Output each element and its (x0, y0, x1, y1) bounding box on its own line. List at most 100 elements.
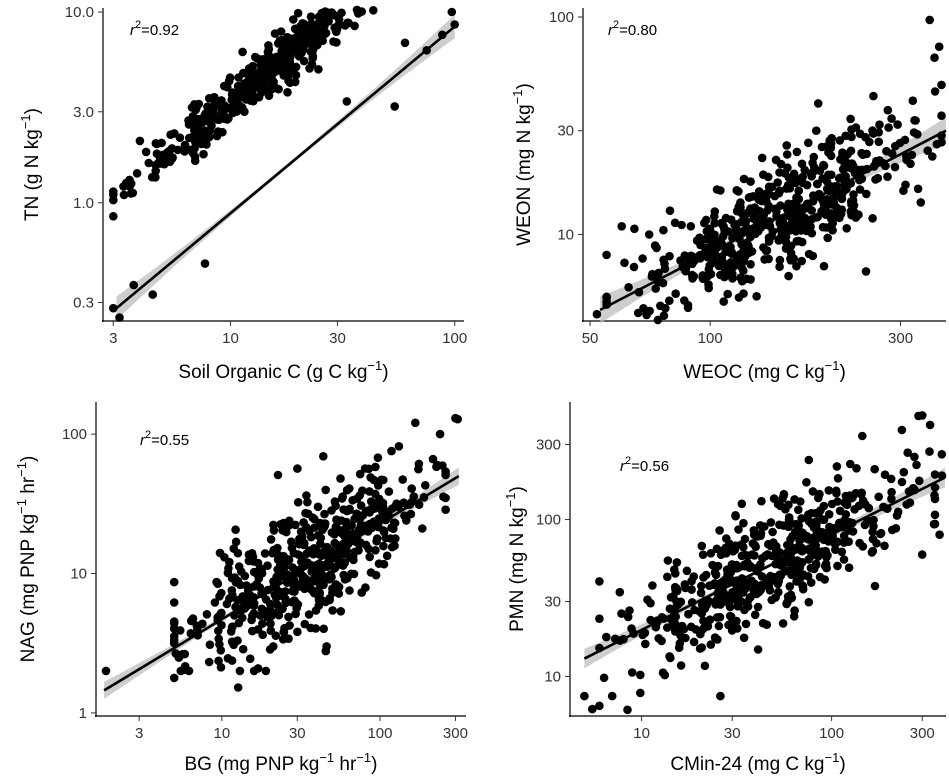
data-point (599, 673, 609, 683)
data-point (204, 106, 214, 115)
data-point (697, 600, 707, 610)
x-axis-title: WEOC (mg C kg−1) (683, 358, 846, 383)
data-point (313, 502, 323, 512)
data-point (307, 19, 316, 29)
data-point (935, 530, 944, 539)
data-point (659, 225, 668, 235)
data-point (911, 116, 920, 125)
data-point (293, 464, 302, 473)
data-point (891, 141, 900, 151)
data-point (697, 541, 707, 551)
data-point (794, 505, 803, 515)
data-point (677, 220, 686, 230)
data-point (249, 567, 259, 577)
data-point (151, 173, 160, 182)
data-point (782, 150, 792, 159)
data-point (850, 505, 859, 514)
data-point (180, 140, 190, 150)
y-axis-title: WEON (mg N kg−1) (510, 83, 535, 246)
data-point (334, 582, 344, 592)
data-point (391, 534, 400, 543)
x-tick-label: 300 (443, 725, 468, 742)
data-point (148, 290, 157, 299)
data-point (736, 597, 746, 606)
y-tick-label: 3.0 (73, 104, 94, 121)
data-point (843, 150, 852, 159)
data-point (725, 260, 734, 270)
data-point (663, 556, 673, 565)
data-point (755, 207, 765, 216)
data-point (287, 537, 296, 546)
data-point (398, 475, 408, 484)
data-point (892, 511, 902, 520)
data-point (329, 553, 339, 563)
y-tick-label: 10 (544, 668, 561, 685)
data-point (199, 149, 208, 159)
data-point (908, 483, 918, 493)
data-point (739, 633, 749, 643)
data-point (227, 623, 237, 632)
data-point (797, 256, 806, 266)
data-point (290, 587, 299, 596)
data-point (786, 254, 795, 264)
data-point (595, 577, 604, 586)
data-point (238, 613, 247, 623)
data-point (320, 22, 329, 31)
x-tick-label: 3 (109, 330, 117, 347)
data-point (822, 177, 832, 186)
data-point (890, 162, 900, 172)
data-point (261, 666, 271, 676)
x-axis-title: BG (mg PNP kg−1 hr−1) (185, 750, 378, 775)
data-point (639, 304, 648, 313)
data-point (364, 464, 374, 474)
data-point (750, 610, 760, 620)
data-point (352, 509, 361, 518)
regression-line (599, 129, 947, 312)
x-axis-title: CMin-24 (mg C kg−1) (670, 750, 845, 775)
data-point (819, 515, 829, 524)
data-point (441, 493, 450, 503)
data-point (690, 605, 699, 615)
data-point (387, 446, 396, 456)
data-point (710, 568, 720, 577)
data-point (715, 526, 724, 535)
data-point (764, 233, 774, 243)
data-point (233, 683, 243, 692)
data-point (861, 267, 871, 276)
data-points (592, 15, 946, 325)
data-point (689, 637, 699, 647)
data-point (773, 579, 783, 589)
data-point (848, 493, 857, 502)
data-point (713, 635, 722, 644)
data-point (267, 611, 276, 621)
data-point (406, 509, 416, 519)
data-point (257, 569, 267, 578)
data-point (686, 622, 696, 632)
data-point (441, 467, 450, 476)
data-point (432, 460, 442, 470)
data-point (790, 606, 799, 615)
data-point (266, 626, 276, 635)
data-point (269, 526, 279, 535)
data-point (737, 240, 746, 249)
data-point (755, 521, 765, 530)
data-point (748, 579, 758, 588)
data-point (918, 411, 927, 420)
data-point (870, 581, 880, 591)
data-point (932, 139, 942, 149)
data-point (315, 580, 325, 590)
data-point (802, 180, 812, 190)
data-point (369, 6, 378, 15)
data-point (782, 599, 791, 609)
data-point (215, 640, 224, 649)
data-point (897, 477, 907, 487)
data-point (169, 617, 179, 626)
data-point (648, 581, 657, 590)
data-point (770, 572, 779, 582)
data-point (371, 546, 380, 555)
data-point (202, 610, 212, 619)
data-point (930, 87, 940, 96)
data-point (280, 623, 289, 633)
data-point (854, 210, 863, 219)
data-point (615, 587, 625, 597)
